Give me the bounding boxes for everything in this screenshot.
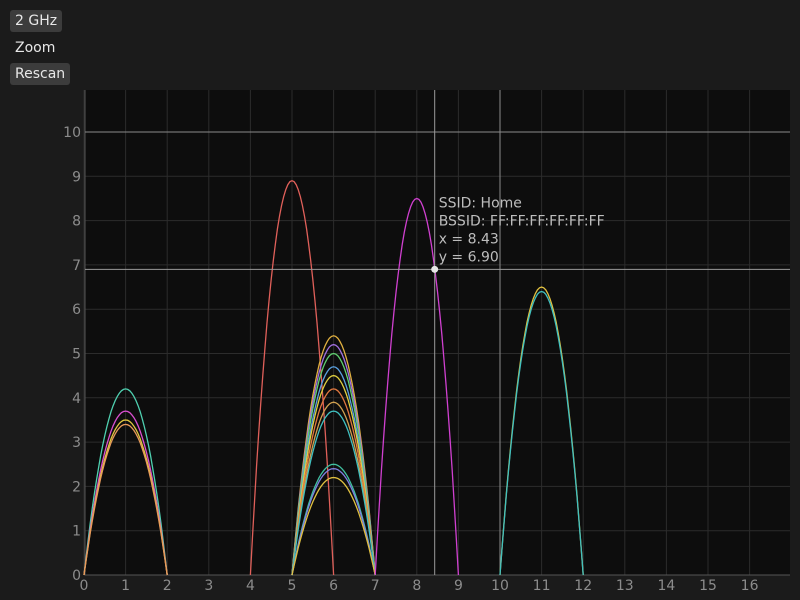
x-tick-label: 3 (204, 578, 213, 594)
network-curve-19 (499, 290, 584, 576)
network-curve-4 (83, 423, 168, 576)
crosshair-point (431, 265, 439, 273)
y-tick-label: 7 (72, 258, 81, 274)
network-curves (83, 179, 584, 576)
network-curve-5 (249, 179, 335, 576)
x-tick-label: 2 (163, 578, 172, 594)
network-curve-10 (291, 374, 376, 576)
tooltip-ssid: SSID: Home (439, 195, 522, 211)
x-tick-label: 0 (80, 578, 89, 594)
network-curve-8 (291, 352, 376, 576)
y-tick-label: 4 (72, 391, 81, 407)
x-tick-label: 5 (288, 578, 297, 594)
y-tick-label: 1 (72, 524, 81, 540)
network-curve-14 (291, 463, 376, 576)
network-curve-1 (83, 388, 168, 576)
reference-lines (85, 90, 790, 575)
y-tick-label: 3 (72, 435, 81, 451)
tooltip-bssid: BSSID: FF:FF:FF:FF:FF:FF (439, 213, 605, 229)
x-tick-label: 6 (329, 578, 338, 594)
y-tick-label: 2 (72, 479, 81, 495)
x-tick-label: 4 (246, 578, 255, 594)
rescan-button[interactable]: Rescan (10, 63, 71, 85)
tooltip-x-value: x = 8.43 (439, 231, 499, 247)
x-tick-label: 7 (371, 578, 380, 594)
x-tick-label: 12 (574, 578, 592, 594)
grid-lines (83, 90, 790, 576)
network-curve-11 (291, 388, 376, 576)
y-tick-label: 0 (72, 568, 81, 584)
network-curve-15 (291, 468, 376, 576)
zoom-button[interactable]: Zoom (15, 40, 56, 56)
y-tick-label: 9 (72, 169, 81, 185)
tooltip-y-value: y = 6.90 (439, 249, 499, 265)
network-curve-16 (291, 476, 376, 576)
x-tick-label: 8 (412, 578, 421, 594)
network-curve-9 (291, 366, 376, 576)
plot-background (85, 90, 790, 575)
y-tick-label: 6 (72, 302, 81, 318)
network-curve-13 (291, 410, 376, 576)
x-tick-label: 11 (533, 578, 551, 594)
network-curve-6 (291, 335, 376, 576)
x-tick-label: 1 (121, 578, 130, 594)
band-2ghz-button[interactable]: 2 GHz (10, 10, 63, 32)
y-tick-label: 5 (72, 347, 81, 363)
x-tick-label: 10 (491, 578, 509, 594)
x-tick-label: 9 (454, 578, 463, 594)
x-tick-label: 14 (657, 578, 675, 594)
network-curve-2 (83, 410, 168, 576)
x-tick-label: 15 (699, 578, 717, 594)
hover-tooltip: SSID: Home BSSID: FF:FF:FF:FF:FF:FF x = … (439, 195, 605, 265)
network-curve-12 (291, 401, 376, 576)
network-curve-7 (291, 343, 376, 576)
network-curve-17 (374, 197, 460, 576)
x-tick-label: 13 (616, 578, 634, 594)
y-tick-label: 10 (63, 125, 81, 141)
y-tick-label: 8 (72, 214, 81, 230)
crosshair (85, 90, 790, 575)
x-tick-label: 16 (741, 578, 759, 594)
